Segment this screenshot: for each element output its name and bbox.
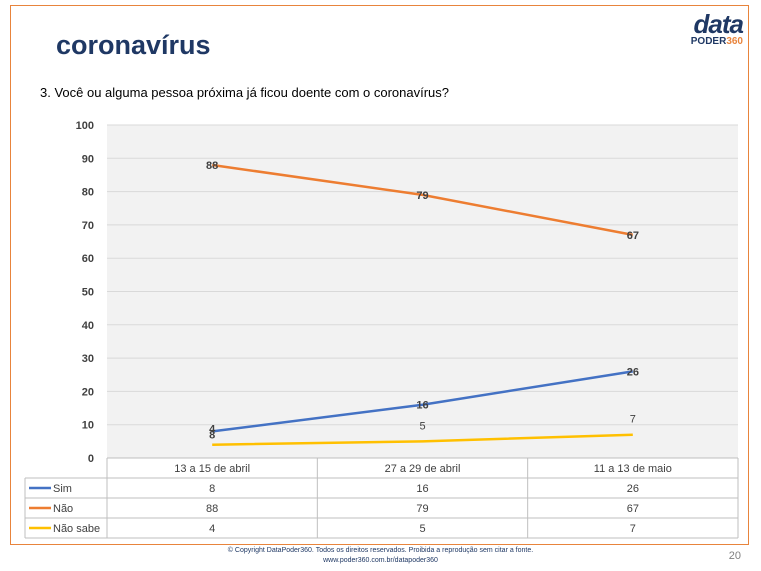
legend-label: Sim xyxy=(53,483,72,495)
data-label: 4 xyxy=(209,423,216,435)
slide-title: coronavírus xyxy=(56,30,211,60)
logo-text-bottom: PODER360 xyxy=(691,36,743,47)
data-label: 16 xyxy=(416,400,428,412)
table-cell-value: 79 xyxy=(416,503,428,515)
y-tick-label: 0 xyxy=(88,453,94,465)
logo-text-360: 360 xyxy=(726,36,743,47)
series-line xyxy=(212,163,634,237)
legend-label: Não xyxy=(53,503,73,515)
logo-text-top: data xyxy=(693,9,744,39)
x-category-label: 27 a 29 de abril xyxy=(385,463,461,475)
data-label: 67 xyxy=(627,230,639,242)
x-category-label: 13 a 15 de abril xyxy=(174,463,250,475)
data-label: 8 xyxy=(209,430,215,442)
table-cell-value: 88 xyxy=(206,503,218,515)
page-number: 20 xyxy=(728,550,741,562)
table-cell-value: 26 xyxy=(627,483,639,495)
series-line xyxy=(212,370,633,433)
table-cell-value: 5 xyxy=(419,523,425,535)
data-label: 26 xyxy=(627,366,639,378)
x-category-label: 11 a 13 de maio xyxy=(594,463,672,475)
y-tick-label: 20 xyxy=(82,386,94,398)
footer: © Copyright DataPoder360. Todos os direi… xyxy=(0,546,761,566)
y-tick-label: 40 xyxy=(82,320,94,332)
y-tick-label: 80 xyxy=(82,187,94,199)
series-line xyxy=(212,433,633,446)
table-cell-value: 16 xyxy=(416,483,428,495)
survey-question: 3. Você ou alguma pessoa próxima já fico… xyxy=(40,85,450,100)
slide-frame xyxy=(10,5,749,545)
data-label: 79 xyxy=(416,190,428,202)
data-label: 5 xyxy=(419,420,425,432)
y-tick-label: 60 xyxy=(82,253,94,265)
y-tick-label: 30 xyxy=(82,353,94,365)
footer-url: www.poder360.com.br/datapoder360 xyxy=(323,557,438,564)
table-cell-value: 4 xyxy=(209,523,215,535)
datapoder360-logo: data PODER360 xyxy=(691,9,744,47)
y-tick-label: 50 xyxy=(82,287,94,299)
table-cell-value: 67 xyxy=(627,503,639,515)
table-cell-value: 8 xyxy=(209,483,215,495)
y-tick-label: 70 xyxy=(82,220,94,232)
y-tick-label: 10 xyxy=(82,420,94,432)
footer-copyright: © Copyright DataPoder360. Todos os direi… xyxy=(227,547,534,554)
legend-label: Não sabe xyxy=(53,523,100,535)
logo-text-poder: PODER xyxy=(690,36,727,47)
table-cell-value: 7 xyxy=(630,523,636,535)
y-tick-label: 90 xyxy=(82,153,94,165)
data-label: 7 xyxy=(630,414,636,426)
y-tick-label: 100 xyxy=(76,120,94,132)
data-label: 88 xyxy=(206,160,218,172)
